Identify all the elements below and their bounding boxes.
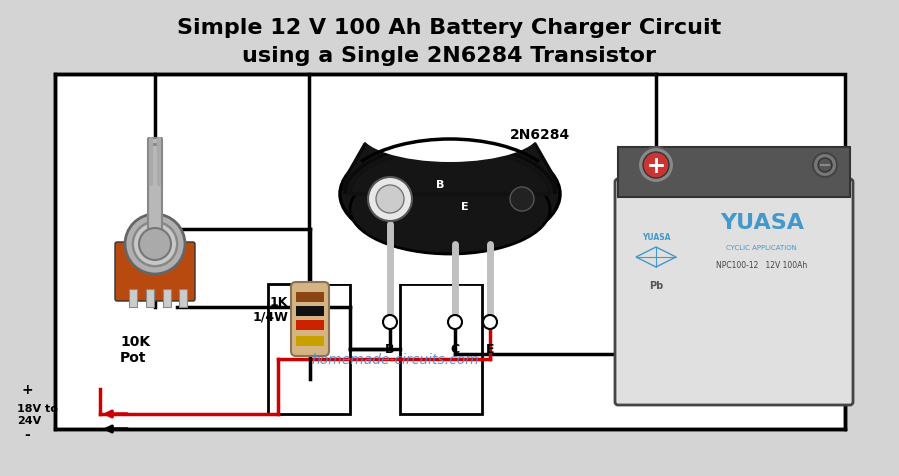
FancyBboxPatch shape xyxy=(291,282,329,356)
Text: YUASA: YUASA xyxy=(642,233,671,242)
Text: -: - xyxy=(24,427,30,441)
Bar xyxy=(400,284,482,414)
Circle shape xyxy=(368,178,412,221)
Text: using a Single 2N6284 Transistor: using a Single 2N6284 Transistor xyxy=(242,46,656,66)
Polygon shape xyxy=(345,123,555,195)
Circle shape xyxy=(483,315,497,329)
Bar xyxy=(618,148,850,198)
Circle shape xyxy=(813,154,837,178)
Bar xyxy=(268,284,350,414)
Bar xyxy=(296,307,324,317)
Circle shape xyxy=(818,159,832,173)
FancyBboxPatch shape xyxy=(148,139,162,240)
Text: C: C xyxy=(450,342,459,355)
Text: B: B xyxy=(436,179,444,189)
Circle shape xyxy=(638,148,674,184)
Bar xyxy=(179,289,187,307)
Bar xyxy=(129,289,137,307)
Text: CYCLIC APPLICATION: CYCLIC APPLICATION xyxy=(726,245,797,250)
Circle shape xyxy=(510,188,534,211)
Text: +: + xyxy=(22,382,32,396)
Text: 2N6284: 2N6284 xyxy=(510,128,570,142)
Bar xyxy=(296,292,324,302)
FancyBboxPatch shape xyxy=(615,179,853,405)
Circle shape xyxy=(376,186,404,214)
Text: YUASA: YUASA xyxy=(720,213,804,232)
Text: Simple 12 V 100 Ah Battery Charger Circuit: Simple 12 V 100 Ah Battery Charger Circu… xyxy=(177,18,721,38)
Ellipse shape xyxy=(360,103,540,163)
Bar xyxy=(320,115,580,284)
Circle shape xyxy=(448,315,462,329)
Text: B: B xyxy=(386,342,395,355)
Text: homemade-circuits.com: homemade-circuits.com xyxy=(311,352,479,366)
Circle shape xyxy=(383,315,397,329)
Ellipse shape xyxy=(340,140,560,249)
Bar xyxy=(55,75,845,429)
Text: NPC100-12   12V 100Ah: NPC100-12 12V 100Ah xyxy=(717,261,807,270)
Bar xyxy=(146,289,154,307)
Bar xyxy=(296,320,324,330)
Polygon shape xyxy=(345,127,555,195)
Text: 10K
Pot: 10K Pot xyxy=(120,334,150,365)
Text: 18V to
24V: 18V to 24V xyxy=(17,403,58,425)
Circle shape xyxy=(643,153,669,178)
Ellipse shape xyxy=(350,165,550,255)
Text: E: E xyxy=(461,201,468,211)
Text: Pb: Pb xyxy=(649,280,663,290)
Circle shape xyxy=(133,223,177,267)
Text: E: E xyxy=(485,342,494,355)
Text: 1K
1/4W: 1K 1/4W xyxy=(252,296,288,323)
Circle shape xyxy=(133,223,177,267)
Circle shape xyxy=(139,228,171,260)
Bar xyxy=(296,336,324,346)
FancyBboxPatch shape xyxy=(115,242,195,301)
Bar xyxy=(163,289,171,307)
Circle shape xyxy=(125,215,185,275)
